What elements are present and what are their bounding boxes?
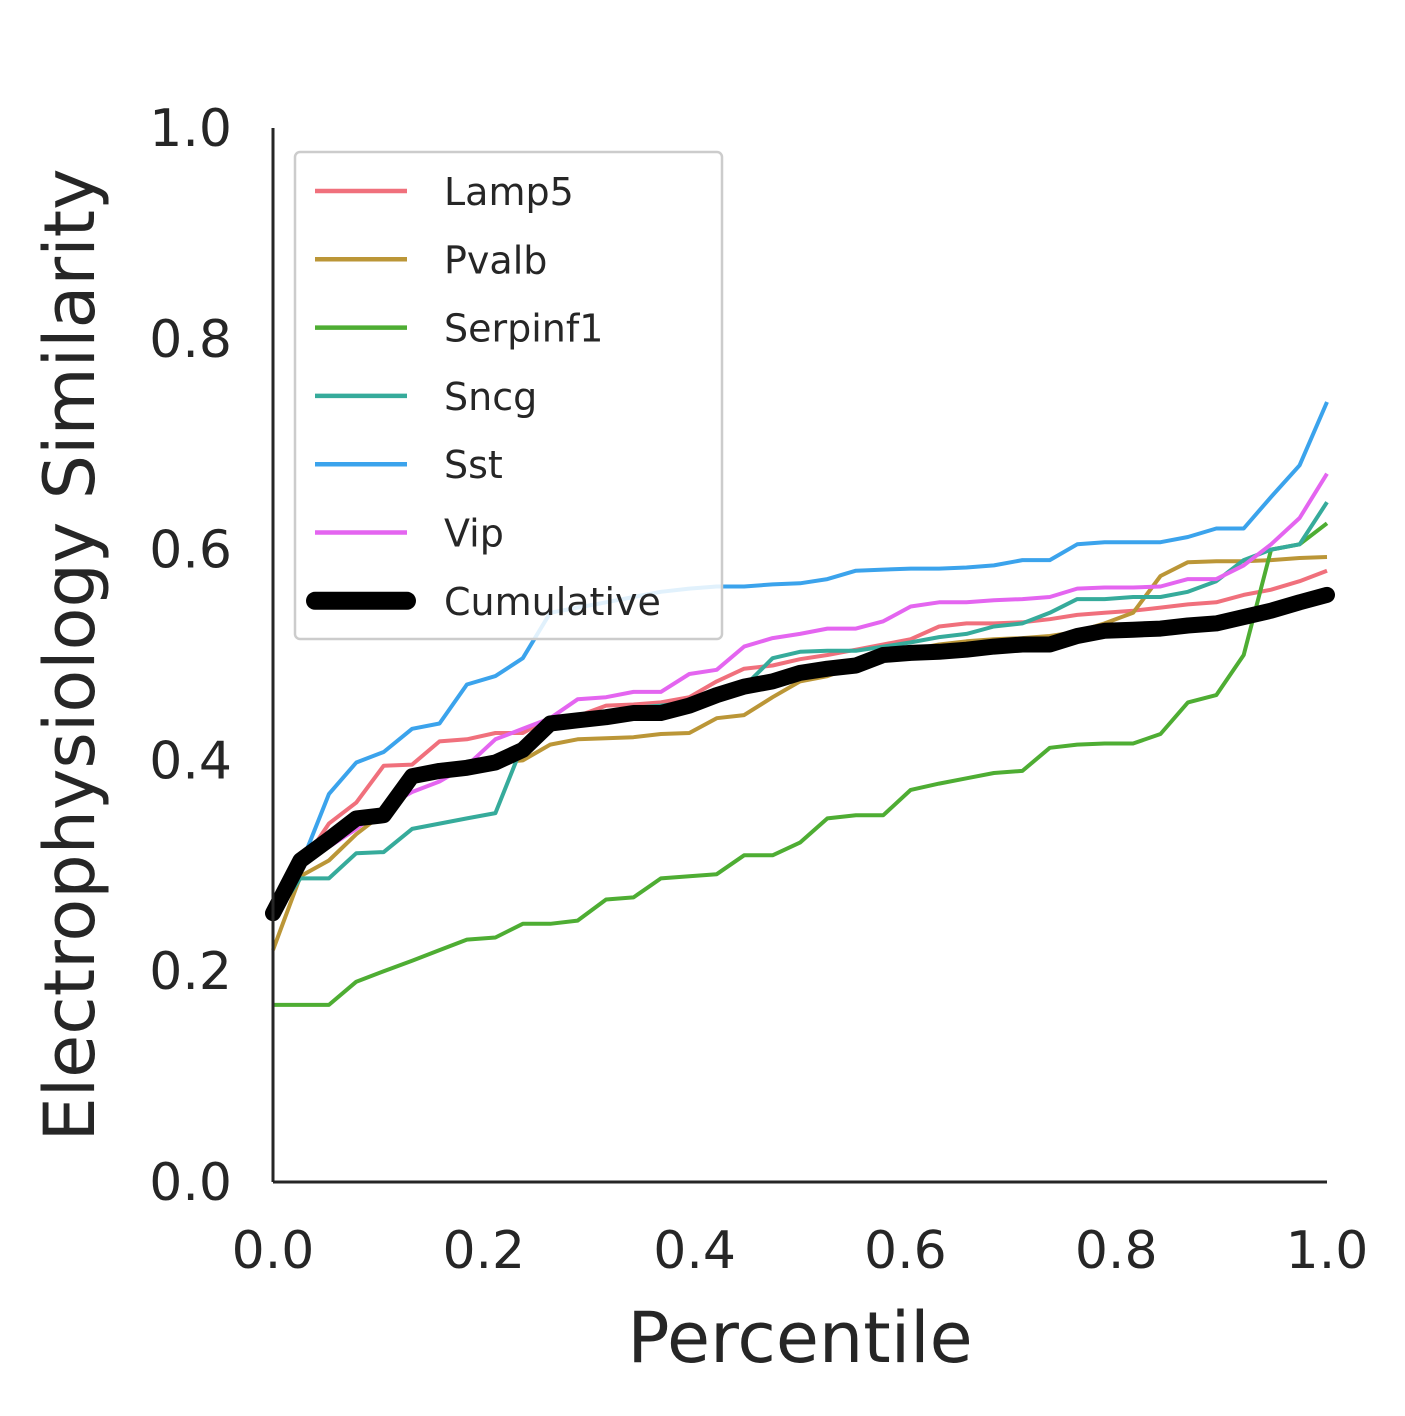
legend-box xyxy=(293,150,724,641)
y-tick-labels: 0.0 0.2 0.4 0.6 0.8 1.0 xyxy=(149,99,232,1213)
x-tick-label: 0.8 xyxy=(1075,1221,1158,1281)
series-line-serpinf1 xyxy=(273,521,1329,1007)
legend-label: Lamp5 xyxy=(444,170,574,214)
x-axis-title: Percentile xyxy=(627,1297,972,1379)
legend-label: Cumulative xyxy=(444,580,661,624)
series-layer xyxy=(265,401,1335,1007)
legend-entry-vip: Vip xyxy=(315,512,504,556)
series-line-lamp5 xyxy=(271,568,1328,910)
legend-entry-serpinf1: Serpinf1 xyxy=(315,307,603,351)
x-tick-label: 0.4 xyxy=(653,1221,736,1281)
x-tick-labels: 0.0 0.2 0.4 0.6 0.8 1.0 xyxy=(232,1221,1369,1281)
legend-label: Pvalb xyxy=(444,238,547,282)
y-axis-title: Electrophysiology Similarity xyxy=(29,168,111,1141)
x-tick-label: 0.6 xyxy=(864,1221,947,1281)
legend-label: Serpinf1 xyxy=(444,307,603,351)
y-tick-label: 0.2 xyxy=(149,942,232,1002)
x-tick-label: 0.0 xyxy=(232,1221,315,1281)
y-tick-label: 0.8 xyxy=(149,310,232,370)
series-line-sst xyxy=(271,401,1329,910)
legend: Lamp5 Pvalb Serpinf1 Sncg Sst Vip Cumulative xyxy=(293,150,724,641)
legend-entry-pvalb: Pvalb xyxy=(315,238,547,282)
legend-label: Sncg xyxy=(444,375,537,419)
legend-label: Sst xyxy=(444,443,503,487)
series-line-cumulative xyxy=(265,586,1335,922)
y-tick-label: 1.0 xyxy=(149,99,232,159)
legend-label: Vip xyxy=(444,512,504,556)
y-tick-label: 0.6 xyxy=(149,521,232,581)
y-tick-label: 0.0 xyxy=(149,1153,232,1213)
x-tick-label: 1.0 xyxy=(1286,1221,1369,1281)
y-tick-label: 0.4 xyxy=(149,731,232,791)
legend-entry-sncg: Sncg xyxy=(315,375,537,419)
legend-entry-lamp5: Lamp5 xyxy=(315,170,574,214)
legend-entry-cumulative: Cumulative xyxy=(306,580,661,624)
x-tick-label: 0.2 xyxy=(442,1221,525,1281)
legend-entry-sst: Sst xyxy=(315,443,503,487)
series-line-sncg xyxy=(271,501,1329,920)
